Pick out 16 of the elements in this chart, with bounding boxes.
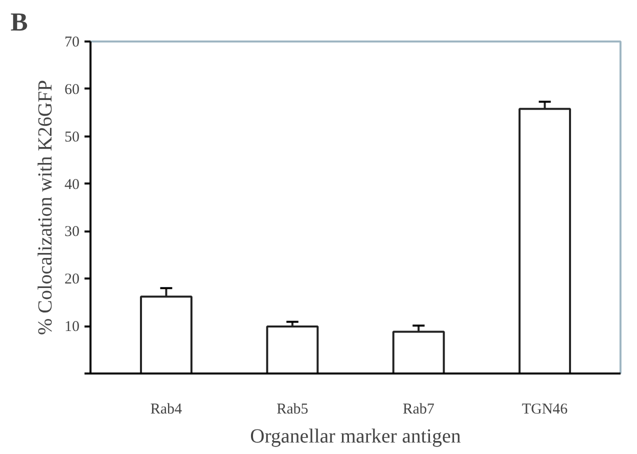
y-tick-label: 50 bbox=[64, 129, 80, 146]
y-tick-label: 10 bbox=[64, 319, 80, 336]
y-tick-label: 30 bbox=[64, 224, 80, 240]
bar bbox=[266, 326, 319, 374]
chart-title: B bbox=[10, 8, 28, 36]
x-tick-label: TGN46 bbox=[522, 402, 568, 418]
y-tick-label: 20 bbox=[64, 272, 80, 288]
x-tick-label: Rab4 bbox=[150, 402, 183, 418]
x-tick-label: Rab5 bbox=[276, 402, 308, 418]
x-axis-title: Organellar marker antigen bbox=[250, 426, 461, 448]
y-tick-label: 70 bbox=[64, 34, 80, 50]
y-axis-title: % Colocalization with K26GFP bbox=[34, 80, 56, 335]
x-tick-label: Rab7 bbox=[402, 402, 435, 418]
bar bbox=[392, 330, 445, 374]
y-tick-label: 40 bbox=[64, 176, 80, 193]
y-tick-label: 60 bbox=[64, 82, 80, 98]
